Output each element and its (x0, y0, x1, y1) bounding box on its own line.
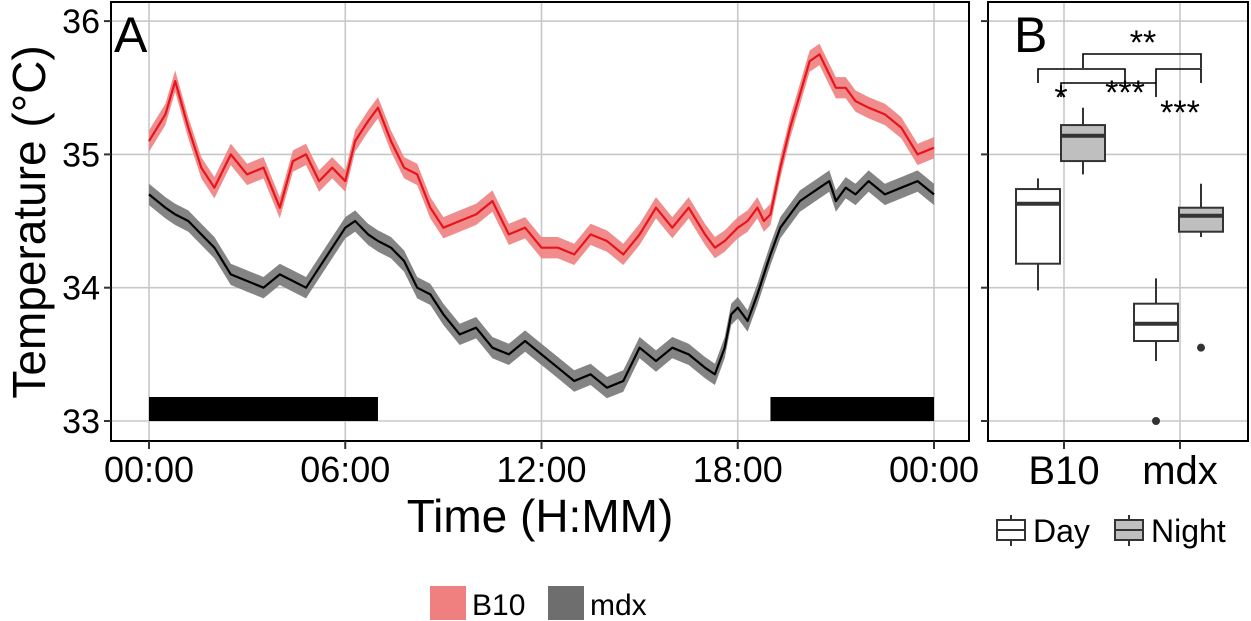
x-tick-label: 12:00 (496, 449, 586, 490)
significance-label: * (1054, 79, 1067, 117)
panel-a-x-axis: 00:00 06:00 12:00 18:00 00:00 (104, 441, 979, 490)
box-B10-Night (1060, 124, 1106, 163)
box-outlier (1197, 343, 1205, 352)
y-tick-label: 33 (62, 403, 100, 441)
bracket-day-pair (1060, 82, 1157, 97)
dark-period-bar (770, 397, 934, 421)
bracket-mdx-pair (1155, 68, 1202, 83)
panel-a-series (148, 43, 935, 399)
legend-label: Night (1151, 513, 1226, 549)
legend-key-B10 (430, 586, 466, 620)
y-tick-label: 34 (62, 270, 100, 308)
y-axis-title: Temperature (°C) (3, 45, 55, 398)
x-tick-label: 06:00 (300, 449, 390, 490)
legend-label: Day (1033, 513, 1090, 549)
x-tick-label: 00:00 (889, 449, 979, 490)
box-B10-Day (1015, 188, 1061, 265)
panel-a-dark-period-bars (149, 397, 934, 421)
y-tick-label: 35 (62, 136, 100, 174)
panel-b-significance: *** ****** (1037, 24, 1202, 132)
bracket-between-groups (1082, 53, 1202, 68)
dark-period-bar (149, 397, 378, 421)
panel-b: *** ****** B10 mdx B Day Night (981, 1, 1249, 549)
significance-label: ** (1130, 24, 1156, 62)
legend-label: B10 (472, 589, 525, 621)
panel-b-legend: Day Night (996, 513, 1226, 549)
y-tick-label: 36 (62, 3, 100, 41)
panel-a-y-axis: 33 34 35 36 (62, 3, 111, 441)
panel-b-border (987, 1, 1249, 442)
significance-label: *** (1105, 74, 1145, 112)
category-label: mdx (1142, 449, 1218, 493)
legend-key-mdx (548, 586, 584, 620)
panel-a-legend: B10 mdx (430, 586, 647, 621)
panel-b-boxes (1015, 107, 1224, 425)
series-line-B10 (148, 53, 935, 256)
legend-label: mdx (590, 589, 647, 621)
panel-a-background (111, 2, 969, 441)
series-line-mdx (148, 180, 935, 389)
panel-a-label: A (114, 7, 148, 63)
panel-a: 33 34 35 36 00:00 06:00 12:00 18:00 00:00 A Tim… (3, 1, 979, 542)
category-label: B10 (1028, 449, 1099, 493)
significance-label: *** (1160, 94, 1200, 132)
x-tick-label: 00:00 (104, 449, 194, 490)
box-mdx-Night (1178, 206, 1224, 233)
panel-b-label: B (1014, 7, 1047, 63)
panel-b-x-axis: B10 mdx (1028, 441, 1218, 493)
x-tick-label: 18:00 (693, 449, 783, 490)
bracket-b10-pair (1037, 68, 1126, 83)
box-outlier (1152, 417, 1160, 425)
x-axis-title: Time (H:MM) (407, 490, 674, 542)
panel-a-border (110, 1, 970, 442)
panel-b-y-ticks (981, 20, 988, 422)
